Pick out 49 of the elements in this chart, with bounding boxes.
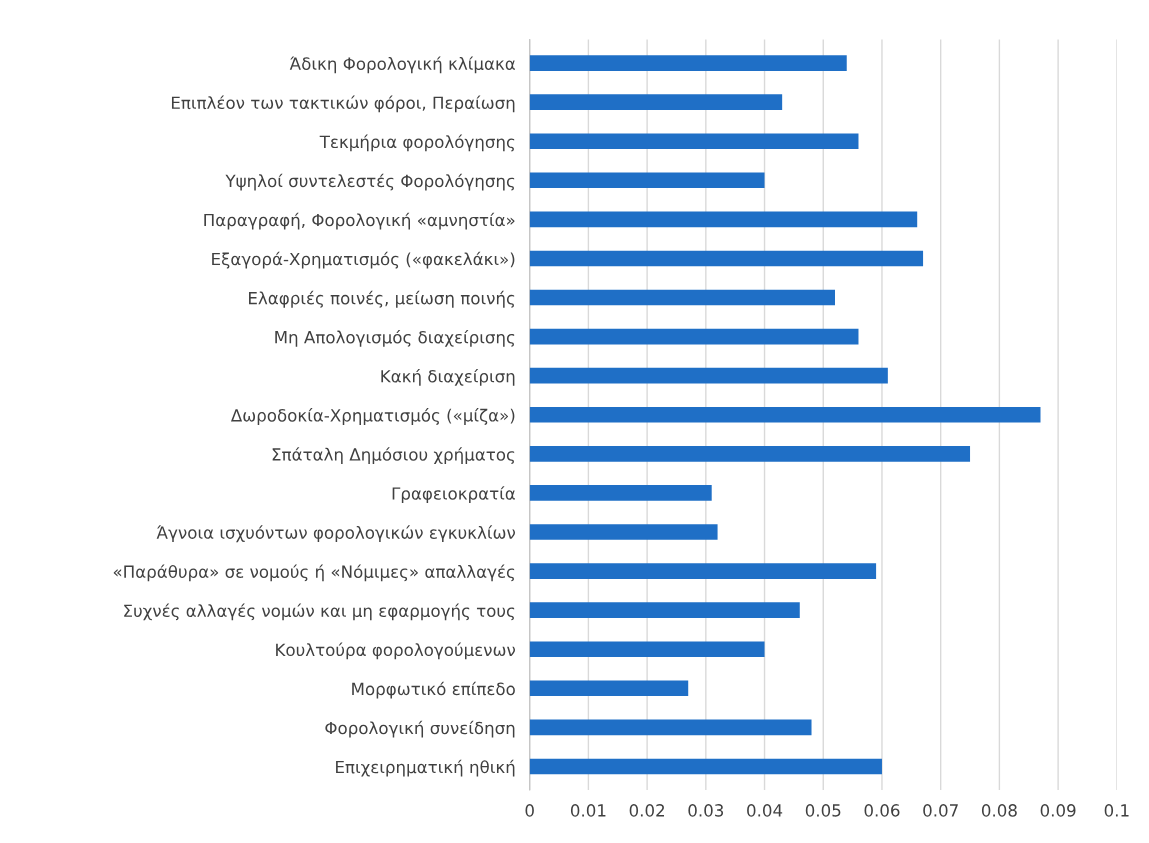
bar [529, 133, 859, 150]
bar [529, 641, 765, 658]
y-tick-label: Σπάταλη Δημόσιου χρήματος [272, 447, 515, 464]
y-tick-label: Συχνές αλλαγές νομών και μη εφαρμογής τους [124, 603, 515, 621]
y-tick-label: Επιπλέον των τακτικών φόροι, Περαίωση [171, 95, 515, 113]
y-tick-label: Κουλτούρα φορολογούμενων [276, 642, 516, 660]
bar [529, 172, 765, 189]
y-tick-label: Άδικη Φορολογική κλίμακα [289, 56, 515, 74]
bar [529, 94, 783, 110]
y-tick-label: Επιχειρηματική ηθική [336, 759, 515, 777]
bar [529, 406, 1041, 423]
bar [529, 602, 800, 618]
bar [529, 328, 859, 345]
y-tick-label: Τεκμήρια φορολόγησης [319, 134, 515, 152]
x-tick-label: 0.04 [747, 804, 783, 817]
y-tick-label: «Παράθυρα» σε νομούς ή «Νόμιμες» απαλλαγές [113, 564, 515, 582]
x-tick-label: 0.02 [629, 804, 664, 817]
y-tick-label: Μορφωτικό επίπεδο [352, 681, 515, 699]
y-tick-label: Παραγραφή, Φορολογική «αμνηστία» [204, 212, 515, 230]
y-tick-label: Μη Απολογισμός διαχείρισης [275, 329, 515, 347]
y-tick-label: Κακή διαχείριση [381, 369, 515, 386]
x-tick-label: 0.06 [864, 804, 900, 817]
y-tick-label: Εξαγορά-Χρηματισμός («φακελάκι») [212, 251, 515, 269]
x-tick-label: 0.09 [1040, 804, 1076, 817]
bar [529, 680, 689, 697]
bar [529, 367, 888, 384]
bar [529, 563, 877, 579]
x-tick-label: 0.1 [1104, 804, 1129, 817]
bar [529, 758, 882, 775]
y-tick-label: Γραφειοκρατία [392, 486, 515, 504]
bar [529, 289, 835, 306]
x-tick-label: 0.03 [688, 804, 724, 817]
x-tick-label: 0.07 [923, 804, 958, 817]
bar [529, 55, 847, 71]
bar [529, 524, 718, 540]
y-tick-label: Υψηλοί συντελεστές Φορολόγησης [225, 173, 515, 191]
x-tick-label: 0.08 [981, 804, 1017, 817]
y-tick-label: Άγνοια ισχυόντων φορολογικών εγκυκλίων [156, 525, 516, 543]
x-tick-label: 0.05 [805, 804, 841, 817]
bar [529, 446, 971, 462]
y-tick-label: Δωροδοκία-Χρηματισμός («μίζα») [230, 408, 515, 425]
x-tick-label: 0 [525, 804, 534, 817]
bar [529, 211, 918, 228]
y-tick-label: Ελαφριές ποινές, μείωση ποινής [249, 290, 515, 308]
x-tick-label: 0.01 [570, 804, 606, 817]
bar [529, 719, 812, 736]
bar [529, 250, 924, 267]
y-tick-label: Φορολογική συνείδηση [325, 720, 515, 738]
bar [529, 485, 712, 501]
